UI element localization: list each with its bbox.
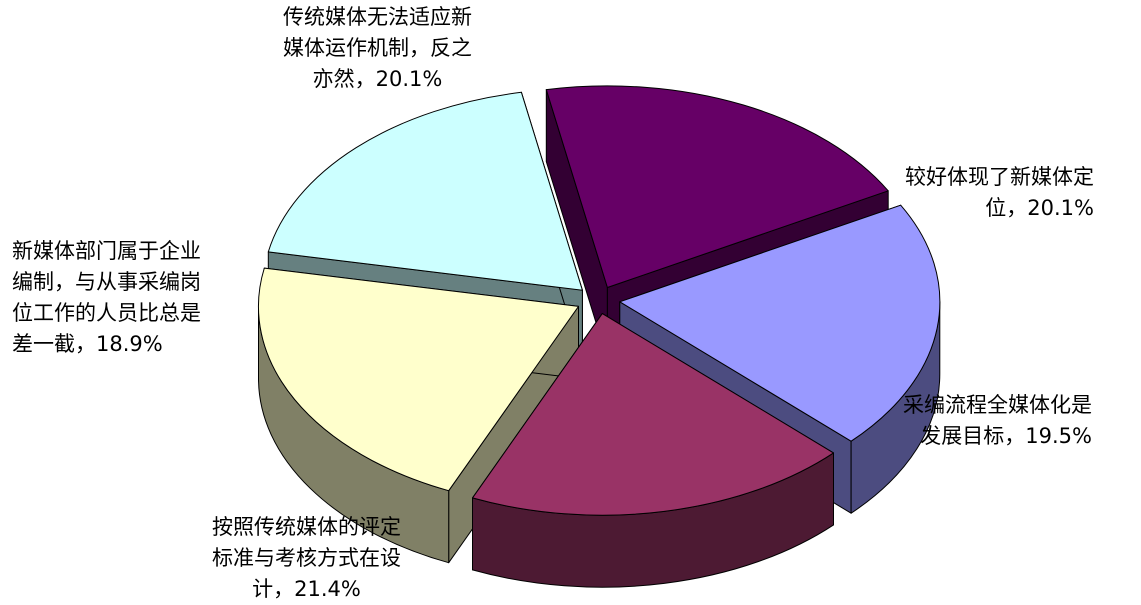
slice-top-face [472,313,834,516]
slice-label-new-media-positioning: 较好体现了新媒体定 位，20.1% [905,165,1094,220]
pie-slice [472,313,834,588]
slice-label-editing-process: 采编流程全媒体化是 发展目标，19.5% [903,393,1092,448]
slice-label-traditional-media: 传统媒体无法适应新 媒体运作机制，反之 亦然，20.1% [283,5,472,91]
slice-top-face [619,204,941,442]
slice-label-evaluation-standards: 按照传统媒体的评定 标准与考核方式在设 计，21.4% [212,515,401,601]
slice-top-face [257,267,579,492]
slice-top-face [267,91,583,291]
slice-top-face [545,85,889,288]
slice-label-department-staffing: 新媒体部门属于企业 编制，与从事采编岗 位工作的人员比总是 差一截，18.9% [12,239,201,356]
